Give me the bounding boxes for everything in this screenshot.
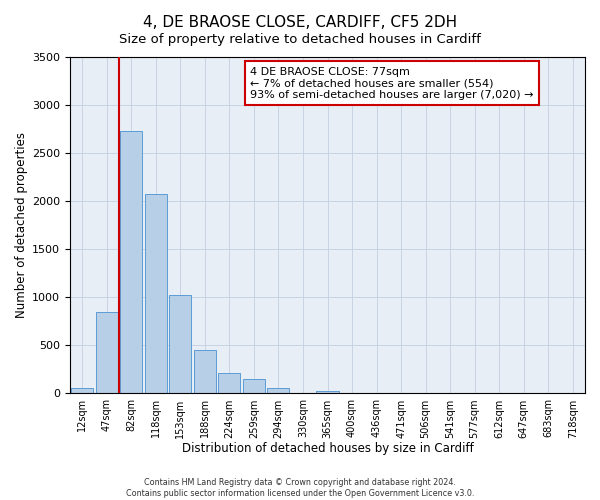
Bar <box>145 194 167 394</box>
Bar <box>316 390 338 394</box>
Text: 4 DE BRAOSE CLOSE: 77sqm
← 7% of detached houses are smaller (554)
93% of semi-d: 4 DE BRAOSE CLOSE: 77sqm ← 7% of detache… <box>250 66 534 100</box>
X-axis label: Distribution of detached houses by size in Cardiff: Distribution of detached houses by size … <box>182 442 473 455</box>
Text: Contains HM Land Registry data © Crown copyright and database right 2024.
Contai: Contains HM Land Registry data © Crown c… <box>126 478 474 498</box>
Bar <box>120 130 142 394</box>
Y-axis label: Number of detached properties: Number of detached properties <box>15 132 28 318</box>
Text: Size of property relative to detached houses in Cardiff: Size of property relative to detached ho… <box>119 32 481 46</box>
Bar <box>96 312 118 394</box>
Bar <box>194 350 216 394</box>
Bar <box>268 388 289 394</box>
Bar <box>71 388 94 394</box>
Bar <box>243 379 265 394</box>
Bar <box>169 296 191 394</box>
Bar <box>218 374 241 394</box>
Text: 4, DE BRAOSE CLOSE, CARDIFF, CF5 2DH: 4, DE BRAOSE CLOSE, CARDIFF, CF5 2DH <box>143 15 457 30</box>
